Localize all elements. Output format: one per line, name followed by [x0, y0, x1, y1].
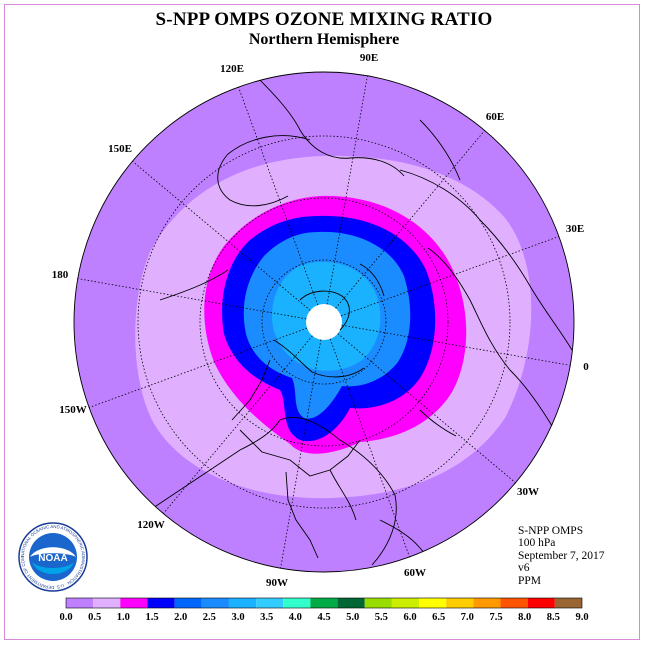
- units-label: PPM: [518, 574, 542, 587]
- noaa-logo: NOAA NATIONAL OCEANIC AND ATMOSPHERIC AD…: [18, 522, 88, 592]
- meridian-line: [335, 130, 486, 309]
- longitude-label: 30E: [566, 223, 584, 235]
- date-label: September 7, 2017: [518, 549, 605, 562]
- instrument-label: S-NPP OMPS: [518, 525, 584, 537]
- longitude-label: 60W: [404, 567, 426, 579]
- meridian-line: [280, 339, 322, 569]
- longitude-label: 150W: [59, 404, 87, 416]
- longitude-label: 30W: [517, 486, 539, 498]
- latitude-circle: [261, 259, 387, 385]
- polar-data-gap: [306, 304, 342, 340]
- meridian-line: [238, 86, 319, 306]
- map-subtitle: Northern Hemisphere: [248, 31, 400, 48]
- meridian-line: [77, 278, 307, 320]
- pressure-level-label: 100 hPa: [518, 537, 556, 550]
- meridian-line: [132, 160, 311, 311]
- longitude-label: 0: [583, 361, 589, 373]
- coastlines: [149, 72, 573, 572]
- meridian-line: [88, 327, 308, 408]
- logo-text: NOAA: [38, 553, 67, 564]
- meridian-line: [340, 236, 560, 317]
- version-label: v6: [518, 562, 530, 575]
- longitude-label: 90E: [360, 52, 378, 64]
- meridian-line: [337, 333, 516, 484]
- longitude-label: 150E: [108, 143, 132, 155]
- longitude-label: 120W: [137, 519, 165, 531]
- longitude-label: 60E: [486, 111, 504, 123]
- info-block: S-NPP OMPS 100 hPa September 7, 2017 v6 …: [518, 525, 605, 587]
- latitude-circle: [199, 197, 449, 447]
- map-title: S-NPP OMPS OZONE MIXING RATIO: [155, 9, 493, 30]
- map-boundary: [73, 71, 575, 573]
- figure-frame: [4, 4, 640, 640]
- latitude-circle: [137, 135, 511, 509]
- meridian-line: [341, 324, 571, 366]
- meridian-line: [329, 338, 410, 558]
- longitude-label: 180: [52, 269, 69, 281]
- longitude-label: 90W: [266, 577, 288, 589]
- meridian-line: [326, 75, 368, 305]
- longitude-label: 120E: [220, 63, 244, 75]
- meridian-line: [162, 335, 313, 514]
